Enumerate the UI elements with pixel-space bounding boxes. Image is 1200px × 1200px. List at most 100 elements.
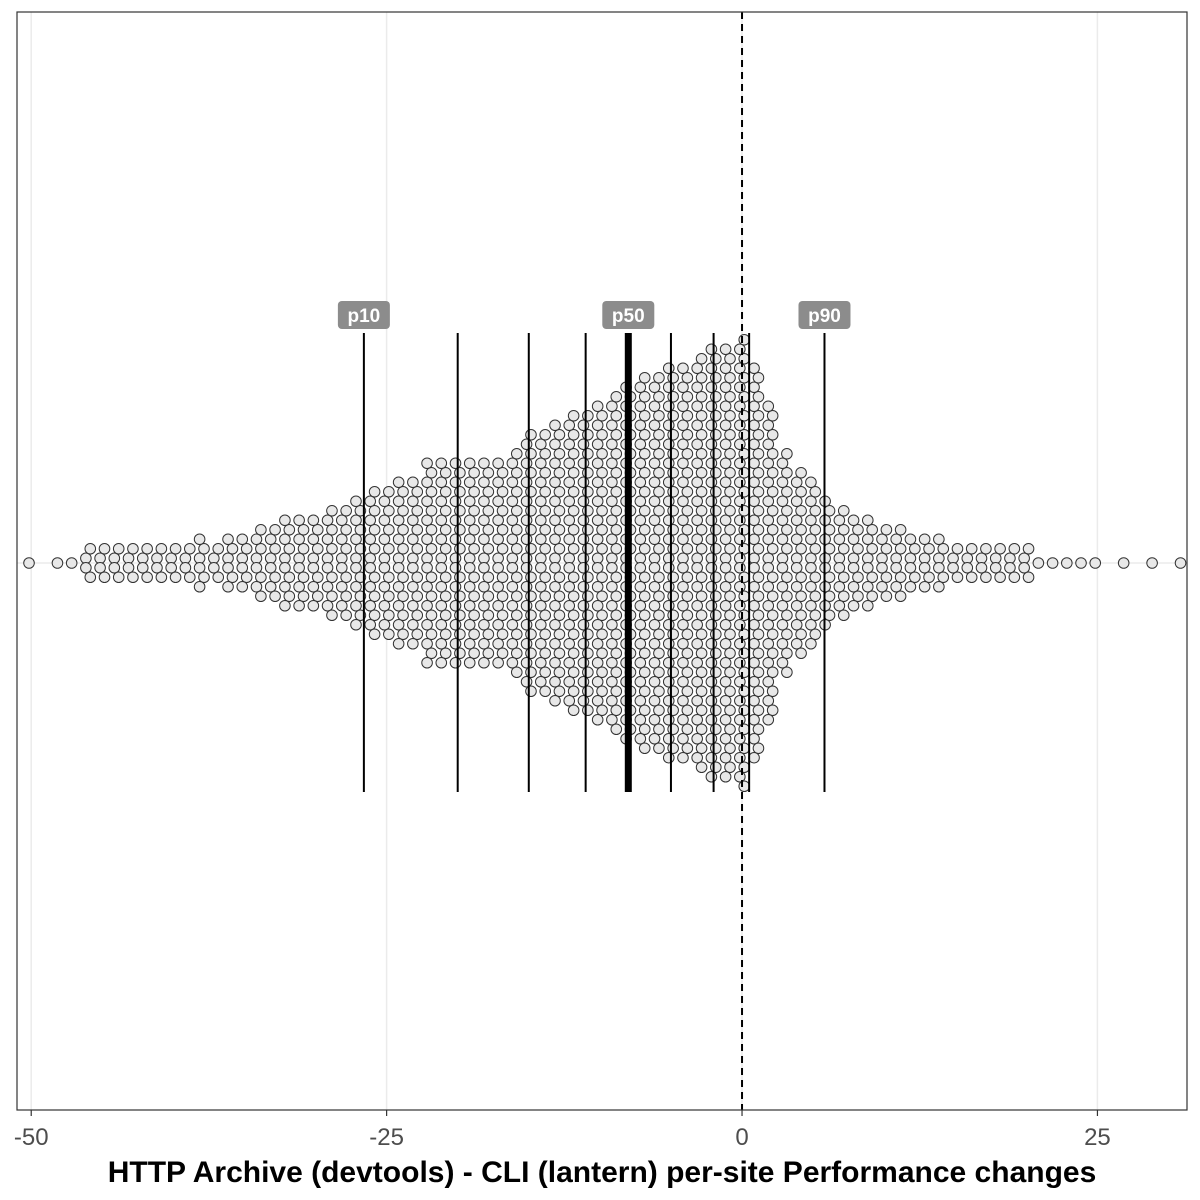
data-point [577, 580, 590, 593]
data-point [823, 504, 836, 517]
data-point [364, 514, 377, 527]
data-point [719, 343, 732, 356]
data-point [762, 637, 775, 650]
data-point [681, 390, 694, 403]
data-point [435, 533, 448, 546]
data-point [463, 533, 476, 546]
data-point [719, 599, 732, 612]
data-point [748, 618, 760, 631]
data-point [662, 599, 675, 612]
data-point [961, 561, 974, 574]
data-point [695, 666, 708, 679]
data-point [335, 514, 348, 527]
data-point [492, 514, 504, 527]
data-point [748, 438, 760, 451]
data-point [340, 571, 352, 584]
data-point [809, 523, 822, 536]
data-point [662, 694, 675, 707]
data-point [748, 732, 760, 745]
data-point [766, 647, 779, 660]
data-point [397, 542, 409, 555]
data-point [738, 780, 751, 793]
data-point [283, 590, 296, 603]
data-point [653, 590, 665, 603]
data-point [520, 618, 533, 631]
data-point [734, 656, 746, 669]
data-point [681, 523, 694, 536]
data-point [904, 533, 917, 546]
data-point [776, 476, 789, 489]
data-point [136, 561, 149, 574]
data-point [752, 409, 765, 422]
data-point [748, 362, 760, 375]
data-point [648, 675, 661, 688]
data-point [634, 381, 647, 394]
data-point [425, 485, 438, 498]
data-point [776, 514, 789, 527]
data-point [653, 647, 665, 660]
data-point [823, 590, 836, 603]
data-point [667, 590, 679, 603]
data-point [933, 533, 945, 546]
data-point [307, 580, 320, 593]
data-point [98, 571, 111, 584]
data-point [478, 580, 490, 593]
data-point [478, 457, 490, 470]
data-point [805, 476, 817, 489]
data-point [653, 390, 665, 403]
data-point [691, 656, 703, 669]
data-point [293, 580, 305, 593]
data-point [738, 352, 751, 365]
data-point [520, 675, 533, 688]
data-point [293, 514, 305, 527]
data-point [496, 647, 509, 660]
data-point [695, 542, 708, 555]
data-point [781, 590, 793, 603]
data-point [691, 751, 703, 764]
data-point [506, 533, 519, 546]
data-point [411, 485, 424, 498]
data-point [392, 514, 405, 527]
data-point [591, 457, 604, 470]
data-point [805, 599, 817, 612]
data-point [677, 457, 689, 470]
data-point [795, 647, 807, 660]
data-point [724, 723, 736, 736]
data-point [681, 447, 694, 460]
data-point [662, 419, 675, 432]
data-point [724, 466, 736, 479]
data-point [738, 723, 751, 736]
data-point [994, 542, 1006, 555]
data-point [520, 457, 533, 470]
data-point [368, 504, 381, 517]
data-point [610, 466, 623, 479]
data-point [638, 466, 651, 479]
data-point [724, 647, 736, 660]
data-point [667, 371, 679, 384]
data-point [591, 476, 604, 489]
data-point [638, 590, 651, 603]
data-point [535, 533, 547, 546]
data-point [407, 514, 419, 527]
data-point [297, 523, 310, 536]
data-point [918, 580, 931, 593]
data-point [553, 485, 566, 498]
data-point [84, 571, 97, 584]
percentile-label: p90 [808, 306, 841, 327]
data-point [766, 542, 779, 555]
data-point [169, 571, 182, 584]
data-point [364, 533, 377, 546]
data-point [638, 504, 651, 517]
data-point [691, 400, 703, 413]
data-point [112, 571, 125, 584]
data-point [279, 561, 291, 574]
data-point [653, 685, 665, 698]
data-point [809, 628, 822, 641]
data-point [535, 561, 547, 574]
data-point [582, 447, 594, 460]
data-point [653, 723, 665, 736]
data-point [752, 666, 765, 679]
data-point [549, 694, 561, 707]
data-point [510, 466, 523, 479]
data-point [269, 523, 281, 536]
